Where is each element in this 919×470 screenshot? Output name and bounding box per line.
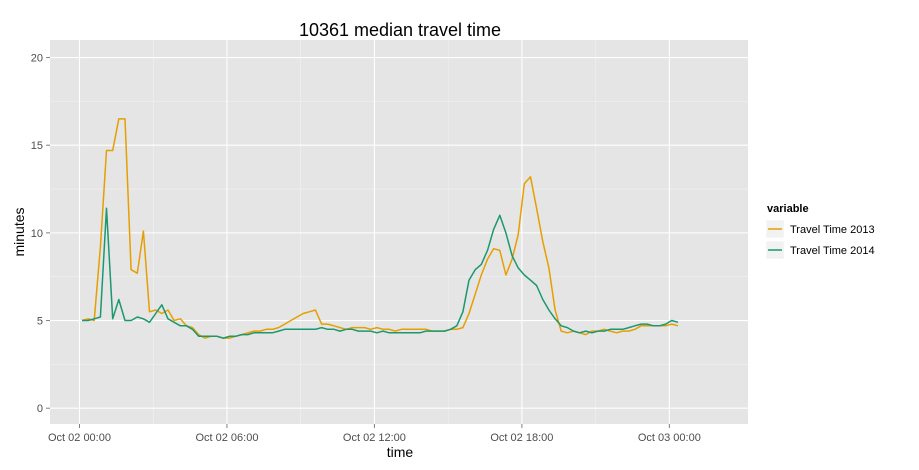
x-axis-title: time <box>387 444 414 460</box>
major-gridlines <box>50 40 748 424</box>
x-tick-label: Oct 02 00:00 <box>48 432 111 444</box>
legend-title: variable <box>767 203 809 215</box>
chart-title: 10361 median travel time <box>299 20 501 40</box>
y-tick-label: 10 <box>31 228 43 240</box>
x-tick-label: Oct 02 12:00 <box>343 432 406 444</box>
y-tick-label: 5 <box>37 316 43 328</box>
legend-label: Travel Time 2014 <box>790 245 875 257</box>
plot-panel <box>50 40 748 424</box>
series-line-2 <box>82 207 679 339</box>
x-tick-label: Oct 02 06:00 <box>195 432 258 444</box>
series-lines <box>81 118 679 339</box>
x-tick-label: Oct 03 00:00 <box>638 432 701 444</box>
x-tick-label: Oct 02 18:00 <box>490 432 553 444</box>
y-tick-label: 15 <box>31 140 43 152</box>
y-axis-ticks: 0 5 10 15 20 <box>31 53 50 415</box>
minor-gridlines <box>50 40 748 424</box>
legend: variable Travel Time 2013 Travel Time 201… <box>765 203 875 260</box>
x-axis-ticks: Oct 02 00:00 Oct 02 06:00 Oct 02 12:00 Oct … <box>48 424 701 444</box>
legend-label: Travel Time 2013 <box>790 224 875 236</box>
y-tick-label: 0 <box>37 403 43 415</box>
y-axis-title: minutes <box>11 207 27 256</box>
y-tick-label: 20 <box>31 53 43 65</box>
